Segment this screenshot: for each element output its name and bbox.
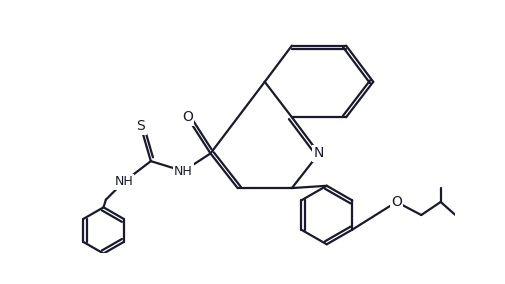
Text: S: S: [136, 120, 145, 133]
Text: NH: NH: [174, 165, 192, 178]
Text: O: O: [390, 195, 401, 209]
Text: N: N: [313, 147, 324, 160]
Text: O: O: [181, 110, 192, 124]
Text: NH: NH: [114, 176, 133, 188]
